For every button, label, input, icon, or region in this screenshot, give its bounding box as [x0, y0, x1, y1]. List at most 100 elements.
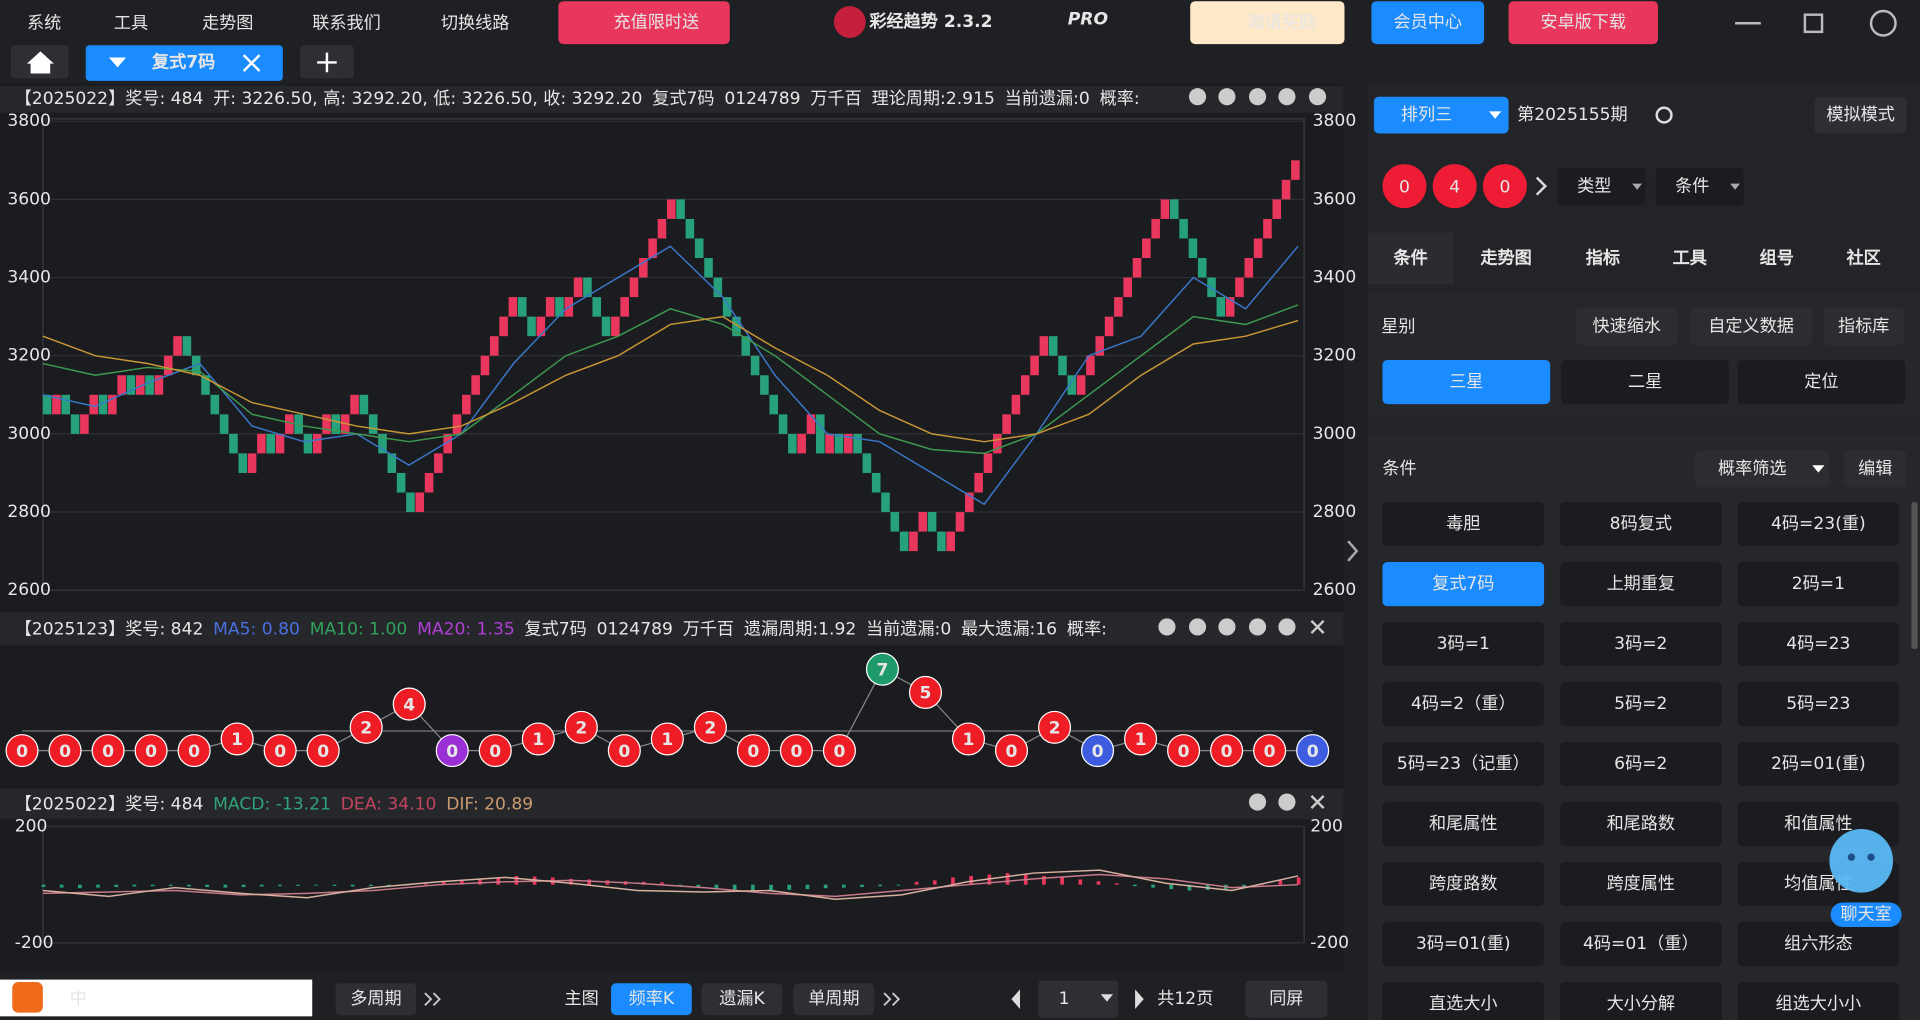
- condition-button-bg[interactable]: [1737, 502, 1900, 547]
- sim-mode[interactable]: 模拟模式: [1826, 105, 1894, 125]
- chart-mode[interactable]: 频率K: [629, 989, 675, 1009]
- edit[interactable]: 编辑: [1858, 459, 1892, 479]
- condition-button-bg[interactable]: [1382, 562, 1545, 607]
- star-option[interactable]: 三星: [1449, 372, 1483, 392]
- android-download-bg[interactable]: [1508, 1, 1658, 45]
- condition-button-bg[interactable]: [1382, 862, 1545, 907]
- condition-button[interactable]: 3码=1: [1437, 634, 1490, 654]
- condition-button[interactable]: 毒胆: [1446, 514, 1480, 534]
- member-center-bg[interactable]: [1371, 1, 1485, 45]
- condition-button-bg[interactable]: [1560, 862, 1722, 907]
- condition-button-bg[interactable]: [1382, 922, 1545, 967]
- condition-button-bg[interactable]: [1560, 562, 1722, 607]
- panel-tab[interactable]: 指标: [1586, 247, 1620, 268]
- panel-ball[interactable]: [1432, 164, 1477, 209]
- chart-mode[interactable]: 单周期: [808, 989, 859, 1009]
- invite-bg[interactable]: [1190, 1, 1345, 45]
- menu-item[interactable]: 联系我们: [312, 13, 381, 33]
- promo[interactable]: 充值限时送: [614, 13, 700, 33]
- menu-item[interactable]: 切换线路: [441, 13, 509, 33]
- star-option-bg[interactable]: [1561, 360, 1729, 405]
- header-icon[interactable]: [1278, 618, 1296, 636]
- chat-label[interactable]: 聊天室: [1840, 905, 1891, 925]
- chat-label-bg[interactable]: [1830, 902, 1902, 927]
- condition-button[interactable]: 和尾属性: [1429, 814, 1498, 834]
- condition-button[interactable]: 6码=2: [1614, 754, 1667, 774]
- condition-button-bg[interactable]: [1737, 682, 1900, 727]
- close-icon[interactable]: [1310, 795, 1325, 810]
- page-select[interactable]: [1038, 980, 1118, 1018]
- panel-tab[interactable]: 工具: [1673, 248, 1708, 268]
- chart-mode-bg[interactable]: [611, 983, 692, 1016]
- link-bg[interactable]: [1575, 307, 1678, 346]
- condition-button[interactable]: 直选大小: [1429, 994, 1498, 1014]
- condition-button[interactable]: 大小分解: [1607, 994, 1676, 1014]
- condition-button[interactable]: 组选大小小: [1776, 994, 1862, 1014]
- lottery-select-bg[interactable]: [1373, 96, 1509, 134]
- condition-button[interactable]: 跨度路数: [1429, 874, 1498, 894]
- power[interactable]: [1869, 9, 1897, 37]
- condition-button[interactable]: 4码=2（重）: [1411, 694, 1516, 714]
- condition-button[interactable]: 和尾路数: [1607, 814, 1676, 834]
- condition-button-bg[interactable]: [1560, 802, 1722, 847]
- header-icon[interactable]: [1308, 88, 1327, 106]
- link-bg[interactable]: [1823, 307, 1905, 346]
- condition-button-bg[interactable]: [1560, 742, 1722, 787]
- condition-button[interactable]: 组六形态: [1784, 934, 1853, 954]
- promo-bg[interactable]: [558, 1, 730, 45]
- menu-item[interactable]: 走势图: [202, 13, 253, 33]
- same-screen[interactable]: 同屏: [1269, 989, 1303, 1009]
- type-select-bg[interactable]: [1557, 167, 1646, 206]
- close-icon[interactable]: [1310, 619, 1325, 634]
- chat-bubble[interactable]: [1829, 828, 1894, 893]
- member-center[interactable]: 会员中心: [1394, 13, 1463, 33]
- cond-select-bg[interactable]: [1655, 167, 1744, 206]
- condition-button-bg[interactable]: [1560, 682, 1722, 727]
- condition-button-bg[interactable]: [1737, 742, 1900, 787]
- condition-button-bg[interactable]: [1560, 922, 1722, 967]
- panel-tab[interactable]: 条件: [1392, 247, 1427, 268]
- multi-period-bg[interactable]: [335, 983, 417, 1016]
- header-icon[interactable]: [1188, 618, 1207, 636]
- condition-button-bg[interactable]: [1560, 622, 1722, 667]
- header-icon[interactable]: [1248, 618, 1267, 636]
- star-option-bg[interactable]: [1382, 360, 1551, 405]
- link[interactable]: 快速缩水: [1592, 316, 1661, 336]
- invite[interactable]: 邀请奖励: [1248, 13, 1317, 33]
- restore[interactable]: [1803, 13, 1824, 34]
- header-icon[interactable]: [1218, 88, 1236, 106]
- header-icon[interactable]: [1218, 618, 1236, 636]
- condition-button[interactable]: 5码=23（记重）: [1397, 754, 1530, 774]
- condition-button-bg[interactable]: [1737, 562, 1900, 607]
- panel-ball[interactable]: [1382, 164, 1427, 209]
- chart-mode-bg[interactable]: [701, 983, 783, 1016]
- header-icon[interactable]: [1188, 88, 1207, 106]
- header-icon[interactable]: [1248, 88, 1267, 106]
- condition-button[interactable]: 4码=23(重): [1771, 514, 1866, 534]
- next-page[interactable]: [1135, 989, 1144, 1009]
- panel-tab[interactable]: 社区: [1846, 247, 1881, 268]
- filter[interactable]: 概率筛选: [1718, 459, 1787, 479]
- edit-bg[interactable]: [1844, 450, 1907, 488]
- condition-button[interactable]: 和值属性: [1784, 814, 1853, 834]
- android-download[interactable]: 安卓版下载: [1540, 13, 1626, 33]
- lottery-select[interactable]: 排列三: [1401, 105, 1452, 125]
- condition-button-bg[interactable]: [1382, 502, 1545, 547]
- condition-button[interactable]: 5码=23: [1786, 694, 1850, 714]
- panel-tab[interactable]: 走势图: [1480, 247, 1531, 268]
- condition-button-bg[interactable]: [1382, 682, 1545, 727]
- chart-mode-bg[interactable]: [793, 983, 875, 1016]
- menu-item[interactable]: 工具: [114, 13, 148, 33]
- condition-button-bg[interactable]: [1737, 622, 1900, 667]
- condition-button[interactable]: 复式7码: [1432, 574, 1494, 594]
- chart-mode[interactable]: 遗漏K: [719, 989, 765, 1009]
- link-bg[interactable]: [1689, 307, 1813, 346]
- panel-tab[interactable]: 组号: [1760, 247, 1794, 268]
- filter-bg[interactable]: [1694, 450, 1830, 488]
- condition-button[interactable]: 跨度属性: [1607, 874, 1676, 894]
- multi-period[interactable]: 多周期: [350, 989, 401, 1009]
- sim-mode-bg[interactable]: [1814, 96, 1907, 134]
- condition-button[interactable]: 5码=2: [1614, 694, 1667, 714]
- active-tab[interactable]: [85, 45, 283, 81]
- same-screen-bg[interactable]: [1245, 980, 1328, 1018]
